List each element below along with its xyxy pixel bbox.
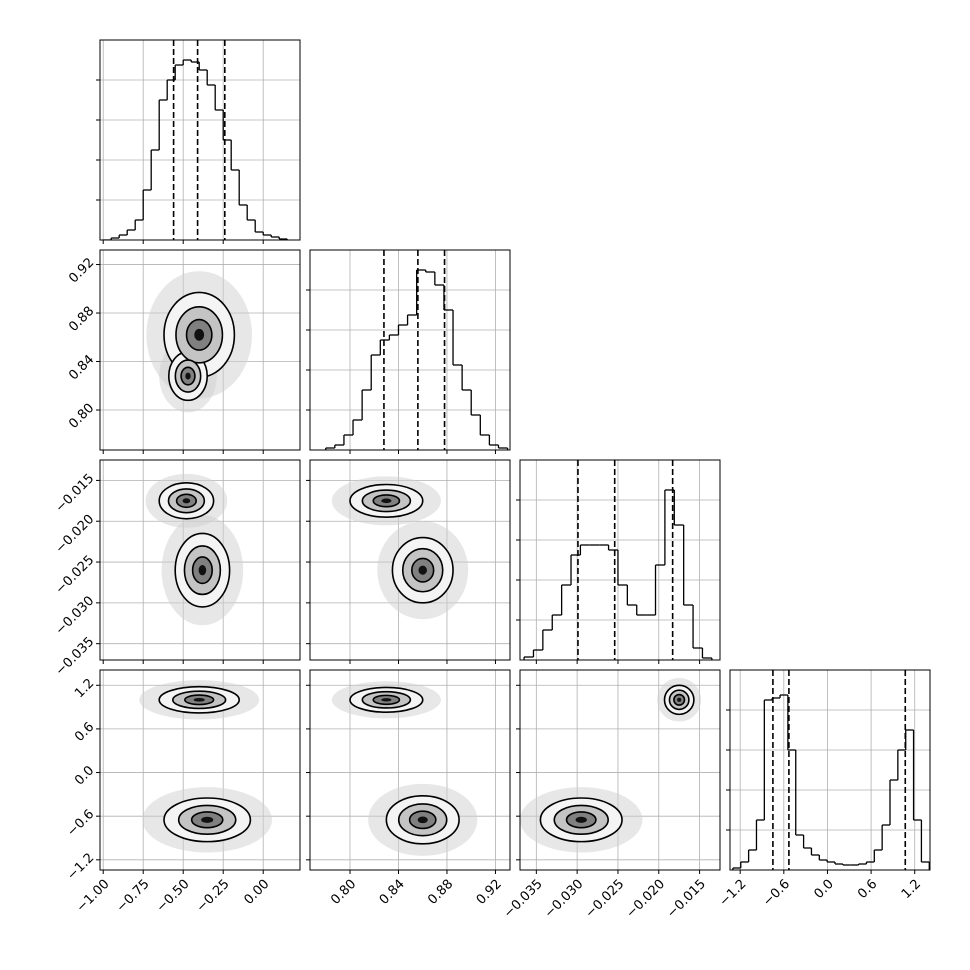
density-contour bbox=[381, 498, 392, 504]
panel-frame bbox=[309, 669, 511, 871]
panel bbox=[730, 670, 930, 870]
y-tick-label: −0.020 bbox=[53, 512, 98, 557]
panel-frame bbox=[309, 459, 511, 661]
panel-frame bbox=[729, 669, 931, 871]
panel-frame bbox=[99, 459, 301, 661]
panel bbox=[520, 460, 720, 660]
density-contour bbox=[182, 498, 191, 504]
y-tick-label: 0.0 bbox=[72, 763, 97, 788]
x-tick-label: −0.75 bbox=[114, 877, 153, 916]
y-tick-label: −0.6 bbox=[64, 807, 97, 840]
panel bbox=[100, 40, 300, 240]
panel-frame bbox=[99, 669, 301, 871]
y-tick-label: −0.030 bbox=[53, 594, 98, 639]
x-tick-label: 0.80 bbox=[328, 877, 359, 908]
x-tick-label: −1.2 bbox=[717, 877, 750, 910]
panel bbox=[310, 670, 510, 870]
x-tick-label: −0.015 bbox=[664, 877, 709, 922]
x-tick-label: −1.00 bbox=[74, 877, 113, 916]
panel bbox=[100, 670, 300, 870]
y-tick-label: 1.2 bbox=[72, 676, 97, 701]
x-tick-label: −0.25 bbox=[194, 877, 233, 916]
panel bbox=[310, 250, 510, 450]
x-tick-label: −0.020 bbox=[623, 877, 668, 922]
density-contour bbox=[201, 816, 214, 823]
y-tick-label: 0.80 bbox=[66, 401, 97, 432]
x-tick-label: 0.6 bbox=[855, 877, 880, 902]
density-contour bbox=[575, 816, 587, 823]
panel bbox=[520, 670, 720, 870]
panel bbox=[310, 460, 510, 660]
x-tick-label: −0.50 bbox=[154, 877, 193, 916]
panel-frame bbox=[519, 669, 721, 871]
y-tick-label: −0.025 bbox=[53, 553, 98, 598]
y-tick-label: −0.035 bbox=[53, 634, 98, 679]
density-contour bbox=[198, 565, 207, 576]
y-tick-label: 0.6 bbox=[72, 720, 97, 745]
panel bbox=[100, 250, 300, 450]
panel-frame bbox=[99, 39, 301, 241]
density-contour bbox=[193, 697, 205, 702]
x-tick-label: 0.84 bbox=[377, 877, 408, 908]
density-contour bbox=[418, 565, 427, 575]
x-tick-label: −0.025 bbox=[583, 877, 628, 922]
x-tick-label: 0.88 bbox=[425, 877, 456, 908]
density-contour bbox=[417, 816, 428, 824]
panel bbox=[100, 460, 300, 660]
y-tick-label: 0.84 bbox=[66, 352, 97, 383]
y-tick-label: −1.2 bbox=[64, 851, 97, 884]
y-tick-label: 0.92 bbox=[66, 255, 97, 286]
panel-frame bbox=[99, 249, 301, 451]
x-tick-label: −0.035 bbox=[501, 877, 546, 922]
panel-frame bbox=[309, 249, 511, 451]
x-tick-label: −0.6 bbox=[760, 877, 793, 910]
panel-frame bbox=[519, 459, 721, 661]
x-tick-label: −0.030 bbox=[542, 877, 587, 922]
x-tick-label: 0.0 bbox=[812, 877, 837, 902]
y-tick-label: 0.88 bbox=[66, 304, 97, 335]
x-tick-label: 0.00 bbox=[241, 877, 272, 908]
density-contour bbox=[185, 372, 191, 380]
x-tick-label: 1.2 bbox=[899, 877, 924, 902]
density-contour bbox=[194, 328, 205, 341]
x-tick-label: 0.92 bbox=[474, 877, 505, 908]
y-tick-label: −0.015 bbox=[53, 471, 98, 516]
density-contour bbox=[381, 698, 392, 702]
density-contour bbox=[677, 697, 682, 702]
